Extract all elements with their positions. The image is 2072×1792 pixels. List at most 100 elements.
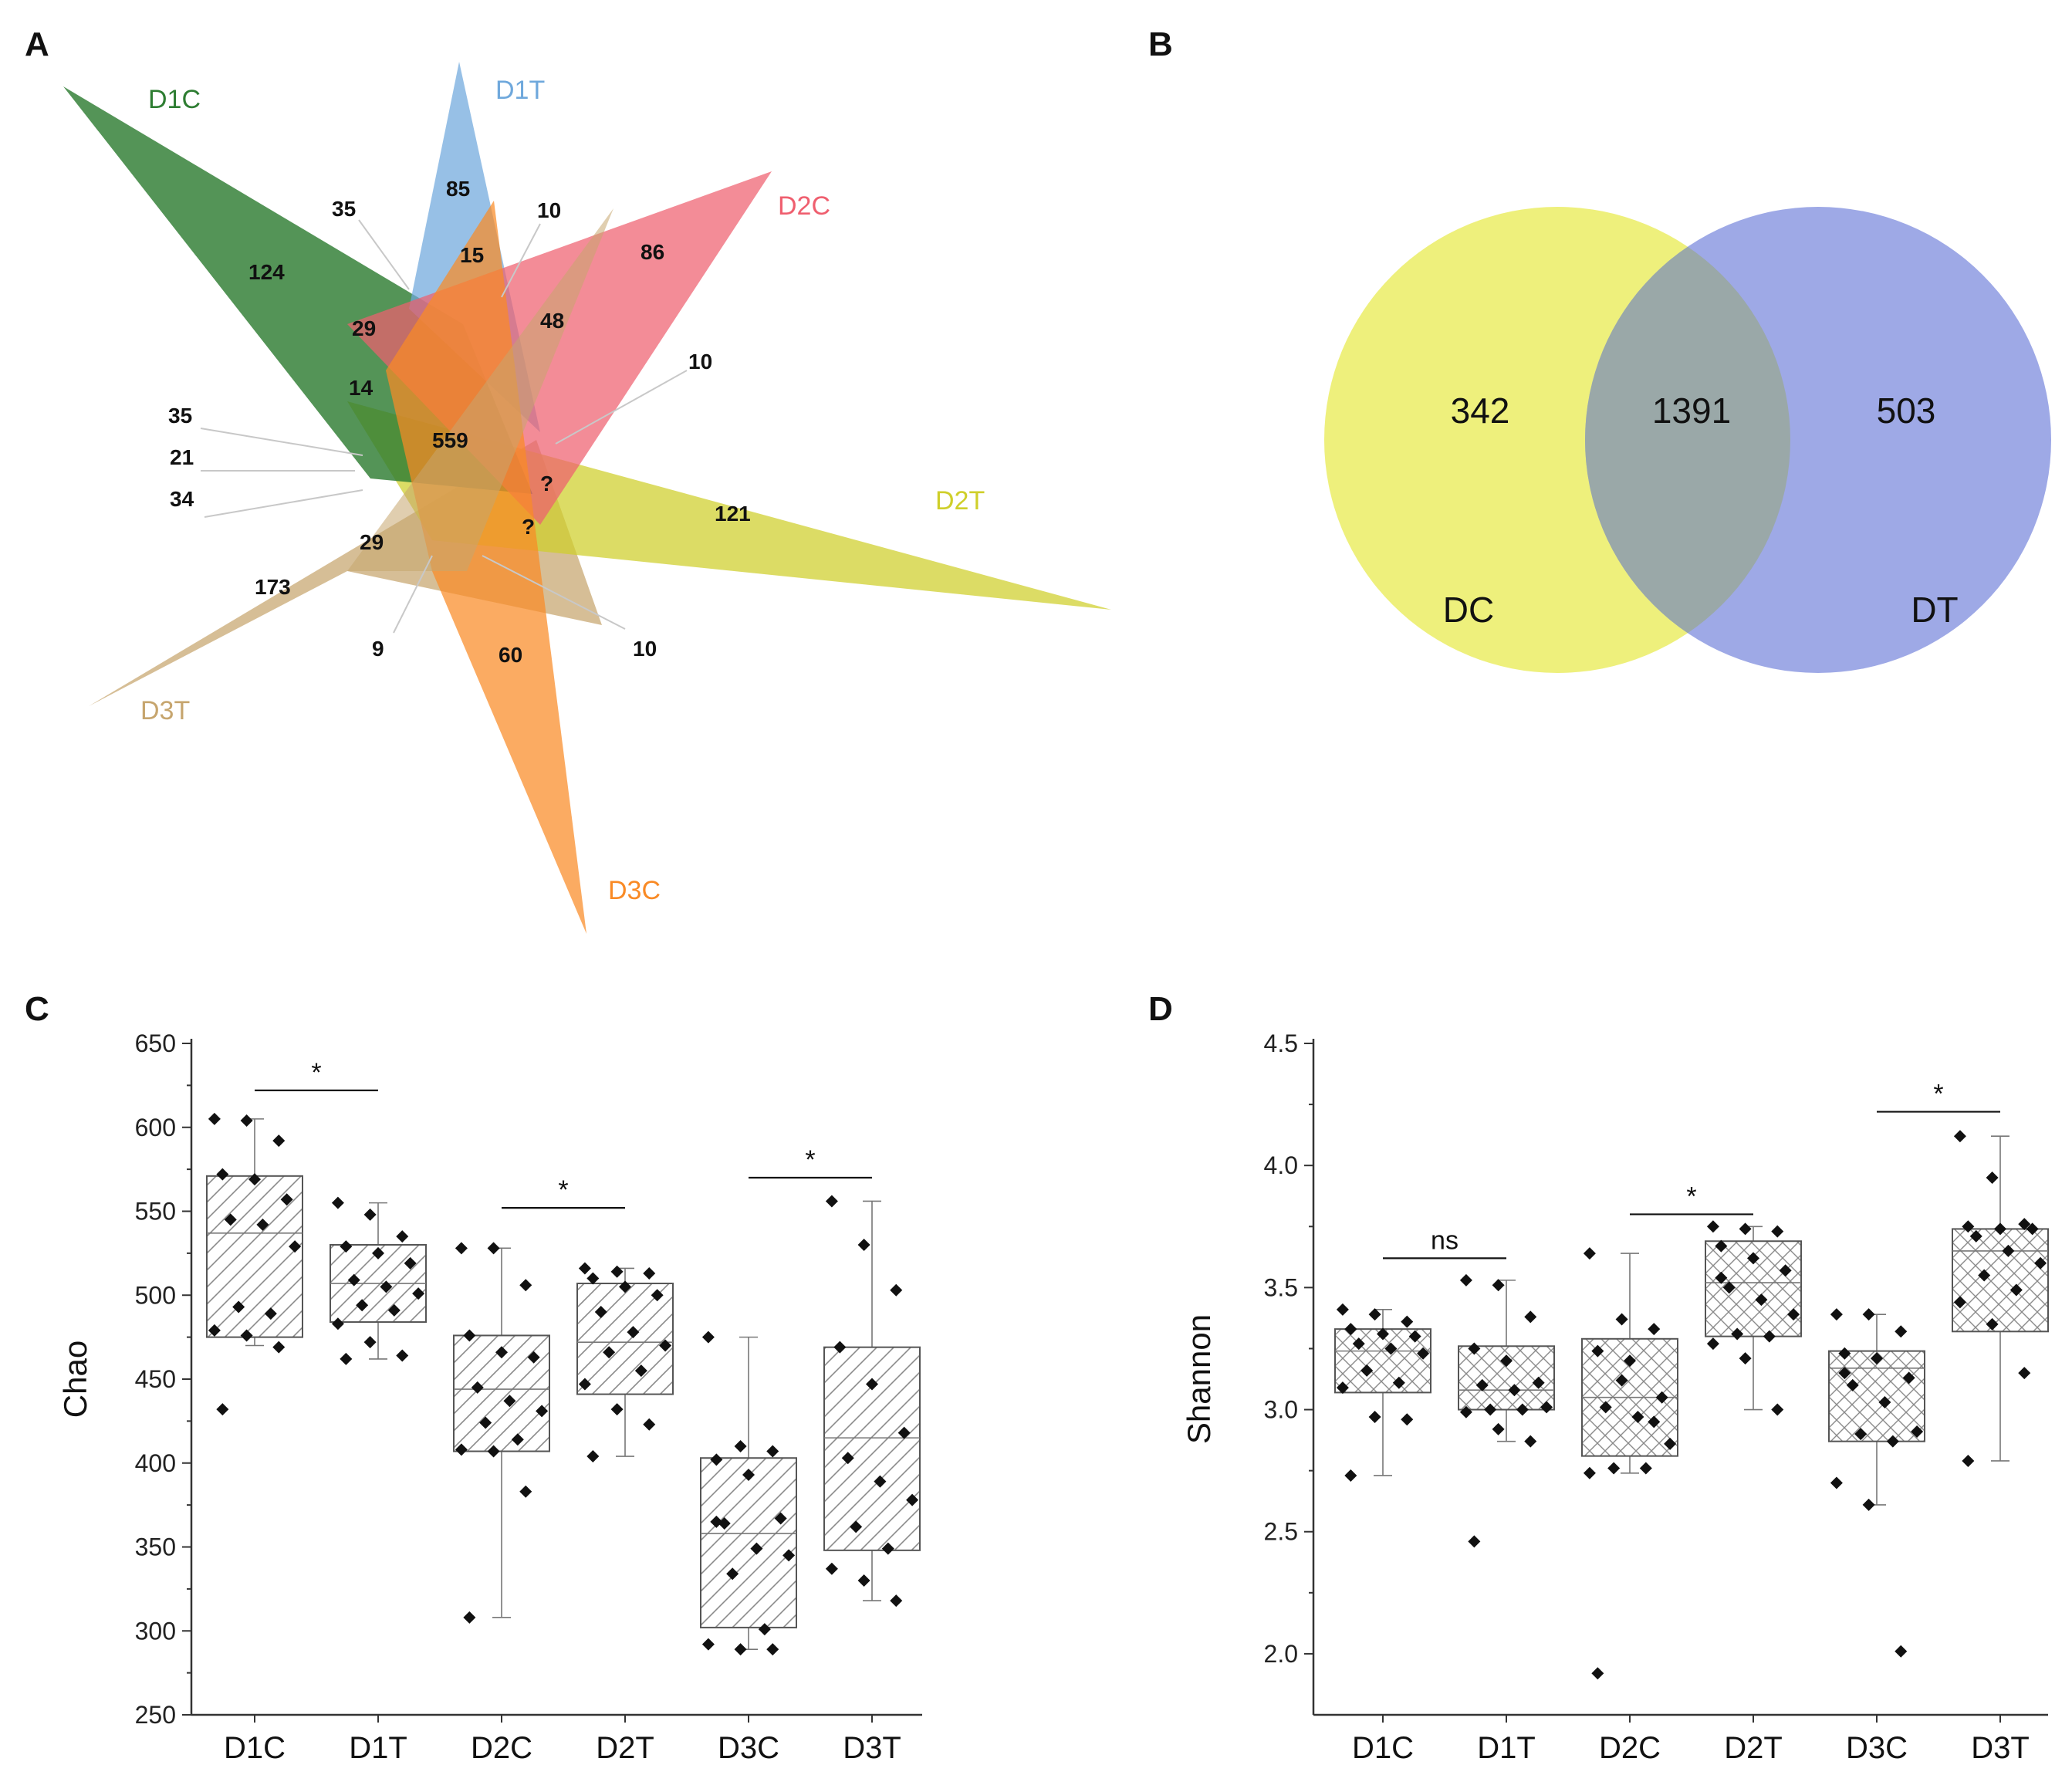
significance-label: ns xyxy=(1431,1226,1459,1255)
data-point xyxy=(643,1418,656,1431)
venn-petal-d3t-inner xyxy=(347,208,613,571)
data-point xyxy=(1739,1352,1752,1365)
data-point xyxy=(1583,1247,1596,1260)
data-point xyxy=(216,1168,229,1181)
venn-set-label-d2c: D2C xyxy=(778,191,830,221)
data-point xyxy=(1417,1347,1430,1360)
data-point xyxy=(2018,1218,2031,1231)
data-point xyxy=(734,1643,747,1656)
x-category-label: D3T xyxy=(1971,1731,2030,1765)
data-point xyxy=(1392,1376,1405,1389)
x-category-label: D3T xyxy=(843,1731,901,1765)
shannon-box-plot: 2.0 2.5 3.0 3.5 4.0 4.5 Shannon D1C D1T D2C D2T D3C… xyxy=(1181,1030,2049,1765)
data-point xyxy=(1854,1428,1868,1441)
data-point xyxy=(289,1240,302,1253)
x-category-label: D2T xyxy=(596,1731,654,1765)
x-category-label: D2C xyxy=(471,1731,532,1765)
data-point xyxy=(1895,1645,1908,1658)
data-point xyxy=(455,1242,468,1255)
leader-line xyxy=(393,555,433,634)
data-point xyxy=(857,1574,870,1587)
data-point xyxy=(1492,1422,1505,1435)
data-point xyxy=(1408,1330,1421,1343)
x-category-label: D2T xyxy=(1724,1731,1783,1765)
data-point xyxy=(1830,1476,1843,1489)
data-point xyxy=(1978,1269,1991,1282)
data-point xyxy=(2002,1244,2015,1257)
venn-count: 173 xyxy=(255,575,291,599)
data-point xyxy=(1336,1303,1349,1316)
data-point xyxy=(610,1265,624,1278)
data-point xyxy=(240,1329,253,1342)
chao-box-plot: 250 300 350 400 450 500 550 600 650 Chao D1C D1T D2C… xyxy=(57,1030,922,1765)
data-point xyxy=(1615,1374,1628,1387)
data-point xyxy=(766,1643,779,1656)
y-tick-label: 400 xyxy=(135,1449,176,1477)
data-point xyxy=(906,1493,919,1506)
data-point xyxy=(1384,1342,1398,1355)
data-point xyxy=(850,1520,863,1533)
data-point xyxy=(340,1240,353,1253)
data-point xyxy=(208,1324,221,1337)
data-point xyxy=(634,1364,647,1378)
venn-count: 21 xyxy=(170,445,194,469)
venn-count: 124 xyxy=(248,260,285,284)
data-point xyxy=(412,1287,425,1300)
data-point xyxy=(1459,1273,1472,1287)
box-iqr xyxy=(1952,1228,2049,1333)
data-point xyxy=(1731,1327,1744,1341)
venn-count: 15 xyxy=(460,243,484,267)
leader-line xyxy=(501,223,541,298)
y-tick-label: 4.5 xyxy=(1264,1030,1298,1057)
data-point xyxy=(1615,1313,1628,1326)
venn-count: ? xyxy=(540,472,553,495)
venn-count-overlap: 1391 xyxy=(1652,391,1731,431)
y-axis-title: Shannon xyxy=(1181,1314,1217,1444)
y-tick-label: 450 xyxy=(135,1365,176,1393)
data-point xyxy=(758,1623,771,1636)
data-point xyxy=(890,1594,903,1608)
venn-count: 86 xyxy=(641,240,664,264)
venn-overlap-region xyxy=(1585,207,1790,673)
significance-label: * xyxy=(1933,1080,1943,1109)
data-point xyxy=(1779,1264,1792,1277)
box-iqr xyxy=(576,1283,674,1395)
data-point xyxy=(1540,1401,1553,1414)
data-point xyxy=(256,1218,269,1231)
x-category-label: D1T xyxy=(1477,1731,1536,1765)
data-point xyxy=(1377,1327,1389,1341)
y-tick-label: 650 xyxy=(135,1030,176,1057)
data-point xyxy=(1468,1342,1481,1355)
data-point xyxy=(1787,1308,1800,1321)
data-point xyxy=(1583,1466,1596,1479)
data-point xyxy=(1664,1437,1677,1450)
leader-lines xyxy=(200,219,688,634)
data-point xyxy=(1902,1371,1915,1385)
venn-count: 10 xyxy=(537,198,561,222)
x-category-label: D1C xyxy=(1352,1731,1414,1765)
data-point xyxy=(586,1450,600,1463)
data-point xyxy=(1739,1222,1752,1236)
data-point xyxy=(404,1256,417,1270)
significance-label: * xyxy=(805,1145,815,1175)
data-point xyxy=(1648,1415,1661,1429)
venn-set-label-dc: DC xyxy=(1443,590,1494,630)
data-point xyxy=(594,1306,607,1318)
data-point xyxy=(701,1330,715,1344)
venn-petal-d2c xyxy=(347,171,772,525)
y-tick-label: 500 xyxy=(135,1281,176,1309)
y-tick-label: 2.0 xyxy=(1264,1640,1298,1668)
data-point xyxy=(519,1279,532,1292)
data-point xyxy=(603,1346,616,1359)
leader-line xyxy=(358,219,410,290)
data-point xyxy=(1706,1337,1719,1351)
data-point xyxy=(1599,1401,1612,1414)
data-point xyxy=(627,1326,640,1339)
data-point xyxy=(1763,1330,1776,1343)
data-point xyxy=(363,1336,377,1349)
data-point xyxy=(1962,1220,1975,1233)
data-point xyxy=(2009,1283,2023,1297)
data-point xyxy=(264,1307,277,1320)
data-point xyxy=(897,1426,911,1439)
y-tick-label: 350 xyxy=(135,1533,176,1561)
